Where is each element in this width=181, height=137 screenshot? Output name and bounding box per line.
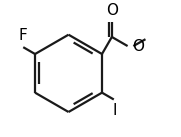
Text: F: F	[19, 28, 28, 43]
Text: O: O	[132, 38, 144, 54]
Text: I: I	[112, 103, 117, 118]
Text: O: O	[106, 3, 118, 18]
